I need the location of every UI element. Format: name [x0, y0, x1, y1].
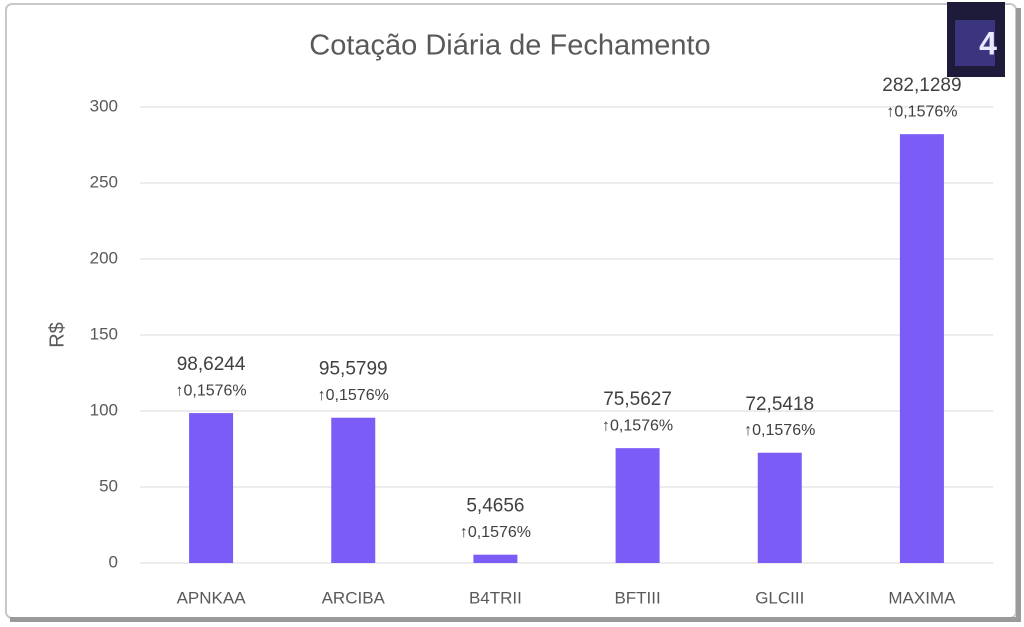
value-label: 5,4656	[466, 496, 524, 517]
bar	[331, 417, 376, 563]
y-tick-label: 0	[109, 552, 118, 571]
change-label: ↑0,1576%	[886, 103, 957, 120]
y-tick-label: 100	[90, 400, 118, 419]
y-tick-label: 200	[90, 248, 118, 267]
y-tick-label: 300	[90, 96, 118, 115]
x-tick-label: GLCIII	[755, 588, 804, 607]
x-tick-label: MAXIMA	[888, 588, 956, 607]
bar	[899, 134, 944, 564]
value-label: 98,6244	[177, 354, 246, 375]
x-tick-label: ARCIBA	[322, 588, 386, 607]
x-tick-label: BFTIII	[614, 588, 660, 607]
bar	[615, 448, 660, 563]
value-label: 282,1289	[882, 75, 961, 96]
bar	[757, 452, 802, 563]
bar	[473, 554, 518, 563]
change-label: ↑0,1576%	[175, 382, 246, 399]
logo-text: 4	[979, 25, 997, 61]
change-label: ↑0,1576%	[744, 422, 815, 439]
change-label: ↑0,1576%	[318, 387, 389, 404]
chart-title: Cotação Diária de Fechamento	[309, 30, 710, 62]
x-tick-label: APNKAA	[177, 588, 247, 607]
change-label: ↑0,1576%	[460, 524, 531, 541]
value-label: 75,5627	[603, 389, 672, 410]
logo-inner	[955, 20, 995, 66]
value-label: 95,5799	[319, 359, 388, 380]
x-tick-label: B4TRII	[469, 588, 522, 607]
bar	[189, 413, 234, 563]
y-tick-label: 250	[90, 172, 118, 191]
y-tick-label: 50	[99, 476, 118, 495]
change-label: ↑0,1576%	[602, 417, 673, 434]
value-label: 72,5418	[745, 394, 814, 415]
frame-shadow	[10, 617, 1018, 622]
y-axis-label: R$	[46, 322, 68, 348]
y-tick-label: 150	[90, 324, 118, 343]
logo: 4	[947, 2, 1005, 77]
frame-shadow	[1016, 8, 1021, 622]
